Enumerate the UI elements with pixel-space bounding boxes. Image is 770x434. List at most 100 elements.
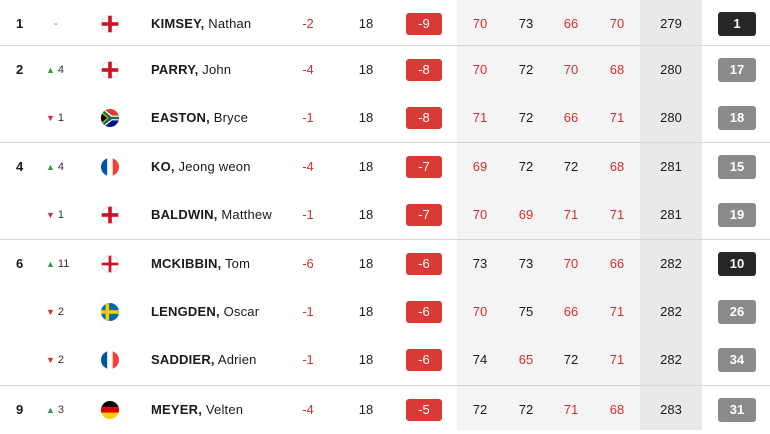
position-movement: - [46, 0, 86, 48]
round-4-score: 71 [609, 110, 625, 125]
today-score: -1 [302, 352, 314, 367]
player-name[interactable]: KO, Jeong weon [151, 143, 291, 191]
player-name[interactable]: MCKIBBIN, Tom [151, 240, 291, 288]
player-first-name: Matthew [221, 207, 272, 222]
projected-ranking: 18 [718, 94, 756, 142]
holes-thru: 18 [358, 159, 374, 174]
total-badge: -7 [406, 204, 442, 226]
table-row[interactable]: 4 ▲ 4 KO, Jeong weon -4 18 -7 69 72 72 68 281 15 [0, 142, 770, 191]
projected-ranking: 31 [718, 386, 756, 434]
total-badge: -6 [406, 349, 442, 371]
round-1-score: 70 [472, 62, 488, 77]
table-row[interactable]: 6 ▲ 11 MCKIBBIN, Tom -6 18 -6 73 73 70 66 282 10 [0, 239, 770, 288]
table-row[interactable]: ▼ 1 BALDWIN, Matthew -1 18 -7 70 69 71 71 281 19 [0, 191, 770, 239]
player-name[interactable]: KIMSEY, Nathan [151, 0, 291, 48]
player-last-name: MEYER, [151, 402, 203, 417]
round-2-score: 65 [518, 352, 534, 367]
total-to-par: -8 [406, 94, 442, 142]
holes-thru: 18 [358, 256, 374, 271]
position-movement: ▼ 2 [46, 336, 86, 384]
total-to-par: -6 [406, 336, 442, 384]
total-to-par: -7 [406, 143, 442, 191]
table-row[interactable]: ▼ 1 EASTON, Bryce -1 18 -8 71 72 66 71 280 18 [0, 94, 770, 142]
round-2-score: 69 [518, 207, 534, 222]
player-last-name: EASTON, [151, 110, 210, 125]
round-3-score: 70 [563, 256, 579, 271]
ranking-badge: 26 [718, 300, 756, 324]
ranking-badge: 19 [718, 203, 756, 227]
today-score: -4 [302, 62, 314, 77]
player-name[interactable]: BALDWIN, Matthew [151, 191, 291, 239]
round-3-score: 66 [563, 304, 579, 319]
round-2-score: 73 [518, 16, 534, 31]
ranking-badge: 1 [718, 12, 756, 36]
movement-value: 4 [57, 161, 65, 173]
arrow-up-icon: ▲ [46, 65, 55, 75]
total-badge: -5 [406, 399, 442, 421]
aggregate-score: 282 [660, 304, 682, 319]
round-2-score: 72 [518, 159, 534, 174]
total-to-par: -5 [406, 386, 442, 434]
player-last-name: MCKIBBIN, [151, 256, 222, 271]
movement-value: 4 [57, 64, 65, 76]
round-4-score: 68 [609, 402, 625, 417]
today-score: -1 [302, 207, 314, 222]
projected-ranking: 26 [718, 288, 756, 336]
round-2-score: 72 [518, 402, 534, 417]
aggregate-score: 282 [660, 256, 682, 271]
south-africa-flag-icon [100, 94, 120, 142]
round-4-score: 66 [609, 256, 625, 271]
projected-ranking: 1 [718, 0, 756, 48]
player-first-name: Jeong weon [178, 159, 251, 174]
table-row[interactable]: 9 ▲ 3 MEYER, Velten -4 18 -5 72 72 71 68 283 31 [0, 385, 770, 434]
player-name[interactable]: LENGDEN, Oscar [151, 288, 291, 336]
today-score: -2 [302, 16, 314, 31]
holes-thru: 18 [358, 352, 374, 367]
position: 9 [16, 402, 24, 417]
today-score: -1 [302, 304, 314, 319]
round-2-score: 75 [518, 304, 534, 319]
table-row[interactable]: ▼ 2 LENGDEN, Oscar -1 18 -6 70 75 66 71 282 26 [0, 288, 770, 336]
total-badge: -8 [406, 107, 442, 129]
germany-flag-icon [100, 386, 120, 434]
aggregate-score: 279 [660, 16, 682, 31]
position-movement: ▼ 2 [46, 288, 86, 336]
player-first-name: Tom [224, 256, 251, 271]
england-flag-icon [100, 191, 120, 239]
holes-thru: 18 [358, 16, 374, 31]
player-last-name: PARRY, [151, 62, 199, 77]
sweden-flag-icon [100, 288, 120, 336]
player-last-name: KO, [151, 159, 175, 174]
today-score: -4 [302, 402, 314, 417]
table-row[interactable]: ▼ 2 SADDIER, Adrien -1 18 -6 74 65 72 71 282 34 [0, 336, 770, 384]
aggregate-score: 280 [660, 110, 682, 125]
position: 4 [16, 159, 24, 174]
player-name[interactable]: SADDIER, Adrien [151, 336, 291, 384]
movement-value: 1 [57, 209, 65, 221]
position-movement: ▲ 4 [46, 46, 86, 94]
table-row[interactable]: 1 - KIMSEY, Nathan -2 18 -9 70 73 66 70 279 1 [0, 0, 770, 48]
player-name[interactable]: MEYER, Velten [151, 386, 291, 434]
total-to-par: -6 [406, 288, 442, 336]
projected-ranking: 10 [718, 240, 756, 288]
aggregate-score: 280 [660, 62, 682, 77]
position-movement: ▲ 11 [46, 240, 86, 288]
movement-value: 2 [57, 306, 65, 318]
aggregate-score: 282 [660, 352, 682, 367]
round-4-score: 68 [609, 62, 625, 77]
holes-thru: 18 [358, 402, 374, 417]
position: 2 [16, 62, 24, 77]
position: 6 [16, 256, 24, 271]
total-badge: -6 [406, 301, 442, 323]
rounds-column-background [457, 0, 640, 430]
northern-ireland-flag-icon [100, 240, 120, 288]
round-2-score: 73 [518, 256, 534, 271]
player-name[interactable]: PARRY, John [151, 46, 291, 94]
arrow-up-icon: ▲ [46, 405, 55, 415]
table-row[interactable]: 2 ▲ 4 PARRY, John -4 18 -8 70 72 70 68 280 17 [0, 45, 770, 94]
player-name[interactable]: EASTON, Bryce [151, 94, 291, 142]
round-1-score: 74 [472, 352, 488, 367]
round-2-score: 72 [518, 62, 534, 77]
total-badge: -6 [406, 253, 442, 275]
